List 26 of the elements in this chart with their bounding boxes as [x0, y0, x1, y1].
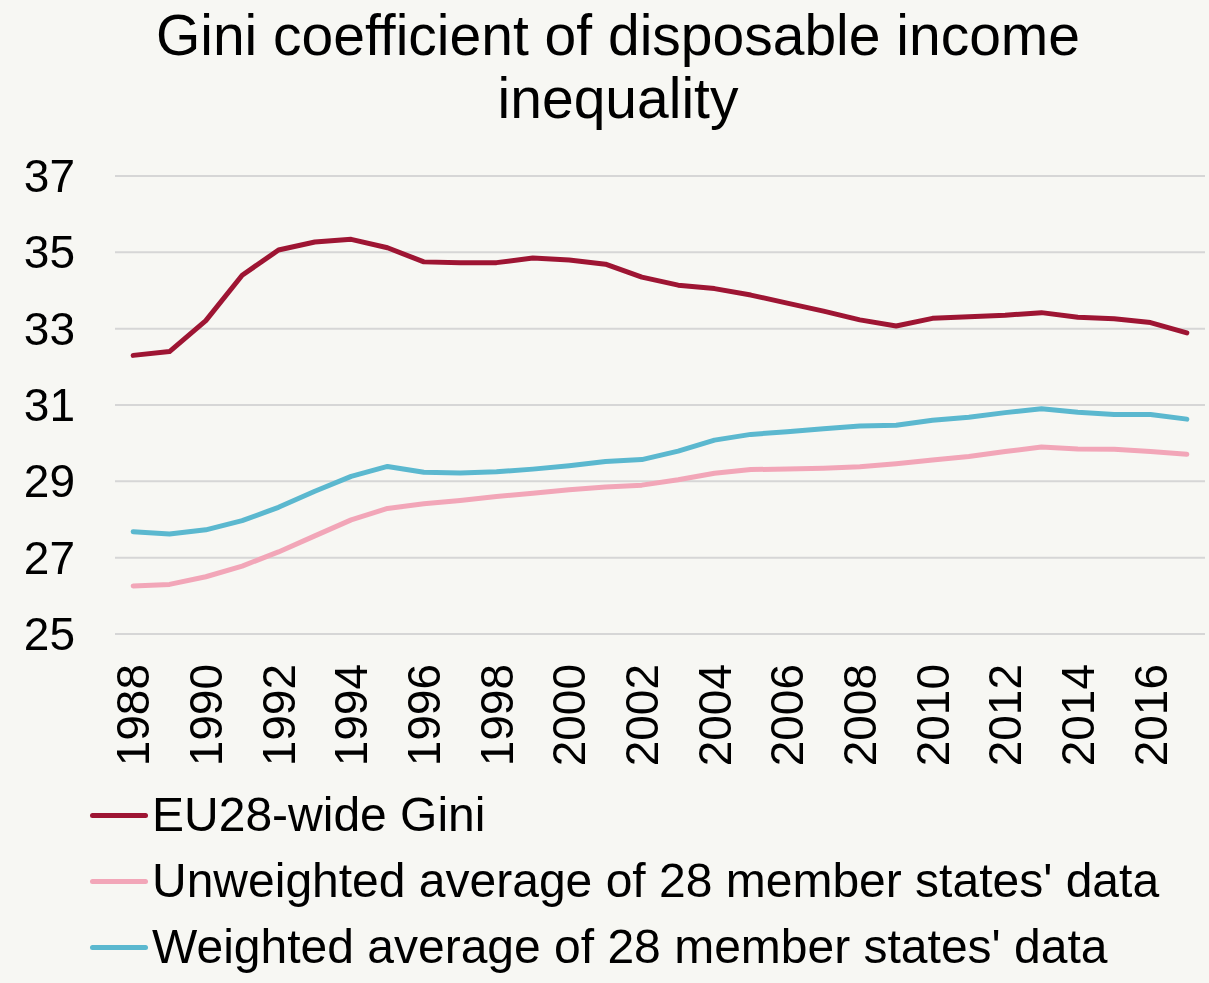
- y-tick-label: 37: [23, 150, 75, 202]
- y-tick-label: 31: [23, 379, 75, 431]
- y-tick-label: 29: [23, 455, 75, 508]
- x-tick-label: 2002: [615, 664, 668, 767]
- x-tick-label: 2008: [833, 664, 886, 767]
- x-tick-label: 1988: [107, 664, 160, 767]
- x-tick-label: 1996: [397, 664, 450, 767]
- legend-label: Weighted average of 28 member states' data: [152, 919, 1108, 975]
- x-tick-label: 1992: [252, 664, 305, 767]
- y-tick-label: 35: [23, 226, 75, 279]
- y-tick-label: 27: [23, 531, 75, 584]
- x-tick-label: 1990: [179, 664, 232, 767]
- x-tick-label: 2006: [761, 664, 814, 767]
- legend-label: EU28-wide Gini: [152, 787, 486, 843]
- x-tick-label: 2012: [979, 664, 1032, 767]
- x-tick-label: 1998: [470, 664, 523, 767]
- legend-label: Unweighted average of 28 member states' data: [152, 853, 1160, 909]
- x-tick-label: 2000: [543, 664, 596, 767]
- y-tick-label: 33: [23, 302, 75, 355]
- x-tick-label: 2016: [1124, 664, 1177, 767]
- x-tick-label: 1994: [325, 664, 378, 767]
- x-tick-label: 2004: [688, 664, 741, 767]
- x-tick-label: 2010: [906, 664, 959, 767]
- y-tick-label: 25: [23, 608, 75, 660]
- chart-title: Gini coefficient of disposable income inequality: [154, 3, 1082, 130]
- x-tick-label: 2014: [1051, 664, 1104, 767]
